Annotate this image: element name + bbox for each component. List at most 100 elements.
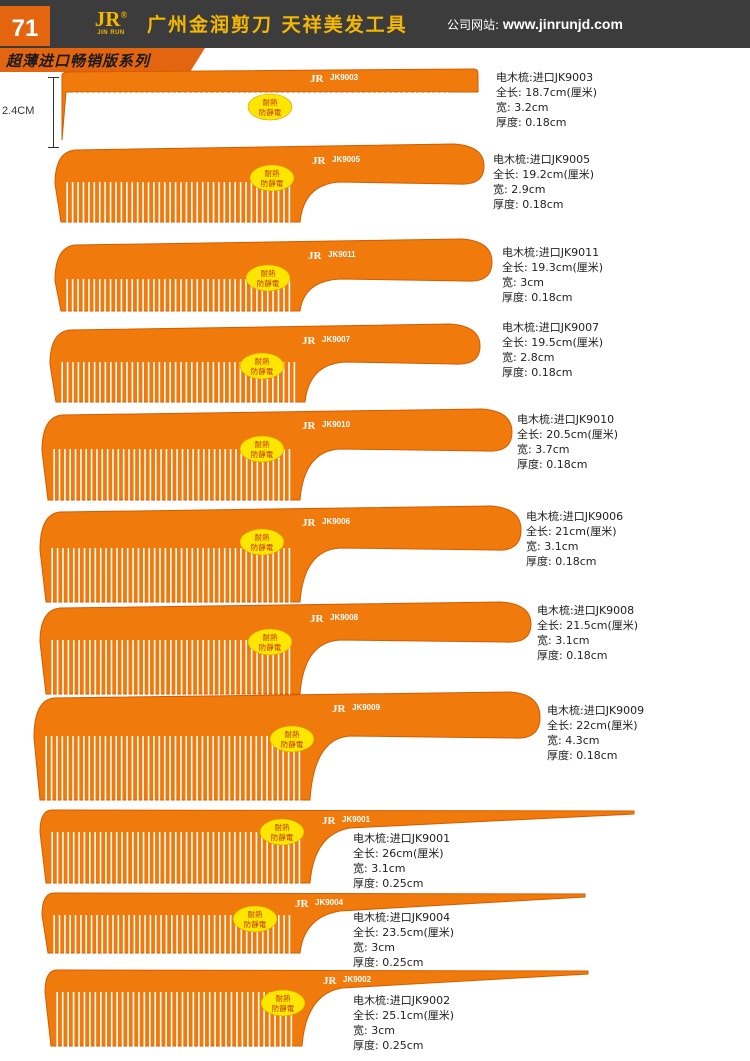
spec-jk9008: 电木梳:进口JK9008 全长: 21.5cm(厘米) 宽: 3.1cm 厚度: 0.… xyxy=(537,603,638,663)
spec-jk9007: 电木梳:进口JK9007 全长: 19.5cm(厘米) 宽: 2.8cm 厚度: 0.… xyxy=(502,320,603,380)
comb-logo: JR xyxy=(295,898,310,910)
spec-width: 宽: 2.8cm xyxy=(502,351,555,364)
spec-jk9003: 电木梳:进口JK9003 全长: 18.7cm(厘米) 宽: 3.2cm 厚度: 0.… xyxy=(496,70,597,130)
badge-line-1: 耐熱 xyxy=(285,729,300,739)
badge-line-1: 耐熱 xyxy=(263,632,278,642)
spec-width: 宽: 3.7cm xyxy=(517,443,570,456)
website-url[interactable]: www.jinrunjd.com xyxy=(502,16,623,32)
spec-jk9011: 电木梳:进口JK9011 全长: 19.3cm(厘米) 宽: 3cm 厚度: 0.18… xyxy=(502,245,603,305)
spec-jk9001: 电木梳:进口JK9001 全长: 26cm(厘米) 宽: 3.1cm 厚度: 0.25… xyxy=(353,831,450,891)
badge-line-2: 防靜電 xyxy=(257,278,280,288)
badge-line-1: 耐熱 xyxy=(248,909,263,919)
comb-logo: JR xyxy=(308,250,323,262)
badge-line-1: 耐熱 xyxy=(255,532,270,542)
spec-jk9006: 电木梳:进口JK9006 全长: 21cm(厘米) 宽: 3.1cm 厚度: 0.18… xyxy=(526,509,623,569)
spec-name: 电木梳:进口JK9007 xyxy=(502,321,600,334)
comb-logo: JR xyxy=(302,335,317,347)
comb-logo: JR xyxy=(323,975,338,987)
company-name: 广州金润剪刀 天祥美发工具 xyxy=(147,14,408,36)
badge-line-1: 耐熱 xyxy=(255,439,270,449)
spec-thickness: 厚度: 0.18cm xyxy=(502,366,573,379)
spec-thickness: 厚度: 0.18cm xyxy=(496,116,567,129)
spec-thickness: 厚度: 0.25cm xyxy=(353,956,424,969)
page-number: 71 xyxy=(0,6,50,46)
spec-jk9009: 电木梳:进口JK9009 全长: 22cm(厘米) 宽: 4.3cm 厚度: 0.18… xyxy=(547,703,644,763)
spec-thickness: 厚度: 0.18cm xyxy=(537,649,608,662)
badge-line-2: 防靜電 xyxy=(244,919,267,929)
comb-model: JK9002 xyxy=(343,975,372,984)
badge-line-2: 防靜電 xyxy=(281,739,304,749)
spec-length: 全长: 19.3cm(厘米) xyxy=(502,261,604,274)
spec-length: 全长: 23.5cm(厘米) xyxy=(353,926,455,939)
spec-name: 电木梳:进口JK9001 xyxy=(353,832,451,845)
badge-line-2: 防靜電 xyxy=(272,1003,295,1013)
website: 公司网站: www.jinrunjd.com xyxy=(447,16,623,33)
spec-length: 全长: 25.1cm(厘米) xyxy=(353,1009,455,1022)
spec-name: 电木梳:进口JK9005 xyxy=(493,153,591,166)
comb-logo: JR xyxy=(310,613,325,625)
spec-jk9002: 电木梳:进口JK9002 全长: 25.1cm(厘米) 宽: 3cm 厚度: 0.25… xyxy=(353,993,454,1053)
badge-line-2: 防靜電 xyxy=(271,832,294,842)
spec-name: 电木梳:进口JK9009 xyxy=(547,704,645,717)
badge-line-1: 耐熱 xyxy=(275,822,290,832)
series-banner: 超薄进口畅销版系列 xyxy=(0,48,205,72)
badge-line-2: 防靜電 xyxy=(251,542,274,552)
comb-body xyxy=(61,68,479,141)
comb-logo: JR xyxy=(312,155,327,167)
spec-width: 宽: 3cm xyxy=(502,276,544,289)
comb-model: JK9005 xyxy=(332,155,361,164)
comb-logo: JR xyxy=(302,420,317,432)
comb-logo: JR xyxy=(302,517,317,529)
comb-model: JK9001 xyxy=(342,815,371,824)
comb-body xyxy=(39,809,635,884)
spec-name: 电木梳:进口JK9002 xyxy=(353,994,451,1007)
spec-length: 全长: 20.5cm(厘米) xyxy=(517,428,619,441)
badge-line-1: 耐熱 xyxy=(255,356,270,366)
spec-thickness: 厚度: 0.18cm xyxy=(493,198,564,211)
spec-jk9005: 电木梳:进口JK9005 全长: 19.2cm(厘米) 宽: 2.9cm 厚度: 0.… xyxy=(493,152,594,212)
comb-model: JK9010 xyxy=(322,420,351,429)
badge-line-2: 防靜電 xyxy=(251,366,274,376)
badge-line-2: 防靜電 xyxy=(259,642,282,652)
spec-thickness: 厚度: 0.25cm xyxy=(353,877,424,890)
brand-logo: JR® JIN RUN xyxy=(90,4,132,36)
page-header: 71 JR® JIN RUN 广州金润剪刀 天祥美发工具 公司网站: www.j… xyxy=(0,0,750,48)
spec-length: 全长: 26cm(厘米) xyxy=(353,847,444,860)
comb-model: JK9003 xyxy=(330,73,359,82)
badge-line-1: 耐熱 xyxy=(263,97,278,107)
series-banner-shape xyxy=(0,48,205,72)
comb-model: JK9006 xyxy=(322,517,351,526)
spec-width: 宽: 3cm xyxy=(353,941,395,954)
logo-subtext: JIN RUN xyxy=(97,30,125,36)
comb-model: JK9009 xyxy=(352,703,381,712)
dimension-marker: 2.4CM xyxy=(2,73,59,149)
spec-width: 宽: 4.3cm xyxy=(547,734,600,747)
spec-width: 宽: 2.9cm xyxy=(493,183,546,196)
spec-thickness: 厚度: 0.18cm xyxy=(502,291,573,304)
spec-jk9004: 电木梳:进口JK9004 全长: 23.5cm(厘米) 宽: 3cm 厚度: 0.25… xyxy=(353,910,454,970)
badge-line-1: 耐熱 xyxy=(276,993,291,1003)
spec-name: 电木梳:进口JK9004 xyxy=(353,911,451,924)
dimension-label: 2.4CM xyxy=(2,105,35,117)
spec-width: 宽: 3cm xyxy=(353,1024,395,1037)
spec-length: 全长: 19.2cm(厘米) xyxy=(493,168,595,181)
comb-model: JK9008 xyxy=(330,613,359,622)
